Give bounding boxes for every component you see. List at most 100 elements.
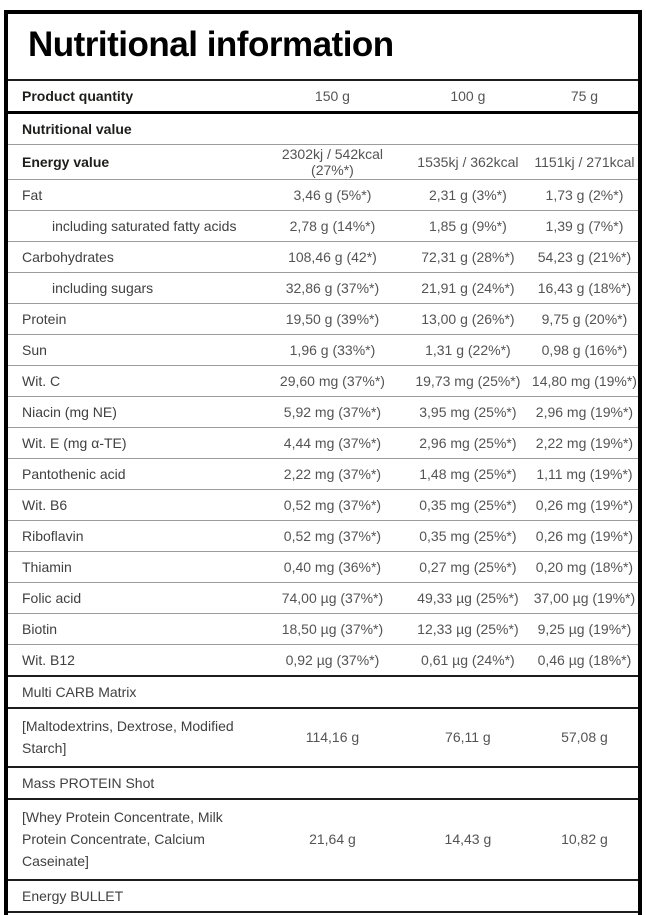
value-75g: 54,23 g (21%*) [537, 248, 632, 265]
value-75g: 2,96 mg (19%*) [535, 403, 634, 420]
value-150g: 0,92 µg (37%*) [285, 651, 380, 668]
row-label: Sun [22, 341, 47, 358]
value-100g [405, 676, 531, 708]
value-75g: 9,75 g (20%*) [541, 310, 628, 327]
value-75g: 1,39 g (7%*) [545, 217, 624, 234]
value-75g [531, 880, 638, 912]
value-100g: 12,33 µg (25%*) [417, 620, 519, 637]
value-100g: 76,11 g [445, 729, 491, 746]
value-150g: 2302kj / 542kcal (27%*) [281, 145, 384, 178]
value-100g: 72,31 g (28%*) [421, 248, 515, 265]
value-75g: 0,46 µg (18%*) [537, 651, 632, 668]
value-75g: 10,82 g [561, 831, 608, 848]
value-75g: 37,00 µg (19%*) [533, 589, 636, 606]
value-100g: 14,43 g [444, 831, 492, 848]
value-150g: 1,96 g (33%*) [289, 341, 376, 358]
table-row: Niacin (mg NE) 5,92 mg (37%*) 3,95 mg (25%… [8, 396, 638, 428]
value-100g: 1535kj / 362kcal [417, 153, 519, 170]
table-row: including saturated fatty acids 2,78 g (1… [8, 210, 638, 242]
value-75g: 1151kj / 271kcal [534, 153, 635, 170]
table-row: Wit. B12 0,92 µg (37%*) 0,61 µg (24%*) 0,46… [8, 644, 638, 676]
row-label: Energy BULLET [22, 887, 124, 904]
row-label: Product quantity [22, 87, 134, 104]
value-100g: 3,95 mg (25%*) [419, 403, 517, 420]
value-150g: 150 g [314, 87, 350, 104]
value-75g: 57,08 g [561, 729, 608, 746]
row-label: Pantothenic acid [22, 465, 126, 482]
value-100g [405, 767, 531, 799]
row-label: Niacin (mg NE) [22, 403, 117, 420]
value-150g: 0,52 mg (37%*) [283, 496, 382, 513]
value-100g [405, 112, 531, 144]
value-100g: 0,61 µg (24%*) [421, 651, 515, 668]
row-label: Folic acid [22, 589, 82, 606]
value-100g: 100 g [450, 87, 486, 104]
page-title: Nutritional information [8, 14, 638, 81]
value-75g: 16,43 g (18%*) [537, 279, 632, 296]
table-row: Carbohydrates 108,46 g (42*) 72,31 g (28%*… [8, 241, 638, 273]
value-150g: 29,60 mg (37%*) [279, 372, 385, 389]
value-150g: 5,92 mg (37%*) [283, 403, 382, 420]
table-row: Thiamin 0,40 mg (36%*) 0,27 mg (25%*) 0,20 … [8, 551, 638, 583]
table-row: Wit. E (mg α-TE) 4,44 mg (37%*) 2,96 mg (2… [8, 427, 638, 459]
row-label: Thiamin [22, 558, 72, 575]
table-row: including sugars 32,86 g (37%*) 21,91 g (2… [8, 272, 638, 304]
value-75g: 14,80 mg (19%*) [531, 372, 637, 389]
row-label: Riboflavin [22, 527, 84, 544]
value-100g: 0,35 mg (25%*) [419, 527, 517, 544]
value-75g: 0,20 mg (18%*) [535, 558, 634, 575]
row-label: including sugars [52, 279, 154, 296]
value-100g: 21,91 g (24%*) [421, 279, 515, 296]
value-100g: 0,27 mg (25%*) [419, 558, 517, 575]
value-75g: 2,22 mg (19%*) [535, 434, 634, 451]
value-100g: 2,96 mg (25%*) [419, 434, 517, 451]
value-75g: 1,73 g (2%*) [545, 186, 624, 203]
value-150g: 0,40 mg (36%*) [283, 558, 382, 575]
row-label: Mass PROTEIN Shot [22, 774, 155, 791]
table-row: Sun 1,96 g (33%*) 1,31 g (22%*) 0,98 g (16%… [8, 334, 638, 366]
value-150g [260, 112, 405, 144]
value-100g: 49,33 µg (25%*) [417, 589, 519, 606]
value-150g: 0,52 mg (37%*) [283, 527, 382, 544]
row-label: [Whey Protein Concentrate, Milk Protein … [22, 808, 223, 870]
table-row: Energy value 2302kj / 542kcal (27%*) 1535k… [8, 144, 638, 180]
value-100g: 0,35 mg (25%*) [419, 496, 517, 513]
value-75g: 0,26 mg (19%*) [535, 496, 634, 513]
value-100g: 13,00 g (26%*) [421, 310, 515, 327]
value-150g [260, 880, 405, 912]
table-row: [Whey Protein Concentrate, Milk Protein … [8, 799, 638, 880]
value-150g: 4,44 mg (37%*) [283, 434, 382, 451]
table-row: Folic acid 74,00 µg (37%*) 49,33 µg (25%*)… [8, 582, 638, 614]
row-label: including saturated fatty acids [52, 217, 237, 234]
nutrition-panel: Nutritional information Product quantity… [4, 10, 642, 915]
row-label: Wit. B6 [22, 496, 68, 513]
value-150g: 114,16 g [305, 729, 360, 746]
table-row: Wit. B6 0,52 mg (37%*) 0,35 mg (25%*) 0,26 … [8, 489, 638, 521]
row-label: Energy value [22, 153, 110, 170]
row-label: Carbohydrates [22, 248, 114, 265]
value-75g [531, 676, 638, 708]
value-100g: 1,48 mg (25%*) [419, 465, 517, 482]
row-label: Wit. C [22, 372, 61, 389]
row-label: Protein [22, 310, 67, 327]
row-label: Wit. E (mg α-TE) [22, 434, 127, 451]
value-150g: 32,86 g (37%*) [285, 279, 380, 296]
value-150g [260, 676, 405, 708]
table-row: Pantothenic acid 2,22 mg (37%*) 1,48 mg (2… [8, 458, 638, 490]
value-100g: 19,73 mg (25%*) [415, 372, 521, 389]
value-150g: 2,22 mg (37%*) [283, 465, 382, 482]
row-label: Fat [22, 186, 43, 203]
table-row: Wit. C 29,60 mg (37%*) 19,73 mg (25%*) 14,8… [8, 365, 638, 397]
value-75g: 75 g [570, 87, 599, 104]
value-100g: 1,85 g (9%*) [428, 217, 507, 234]
value-150g: 2,78 g (14%*) [289, 217, 376, 234]
value-150g: 21,64 g [309, 831, 356, 848]
value-150g: 18,50 µg (37%*) [281, 620, 384, 637]
value-75g [531, 112, 638, 144]
row-label: Biotin [22, 620, 58, 637]
table-row: Protein 19,50 g (39%*) 13,00 g (26%*) 9,75 … [8, 303, 638, 335]
value-100g [405, 880, 531, 912]
value-150g: 19,50 g (39%*) [285, 310, 380, 327]
row-label: Nutritional value [22, 120, 132, 137]
